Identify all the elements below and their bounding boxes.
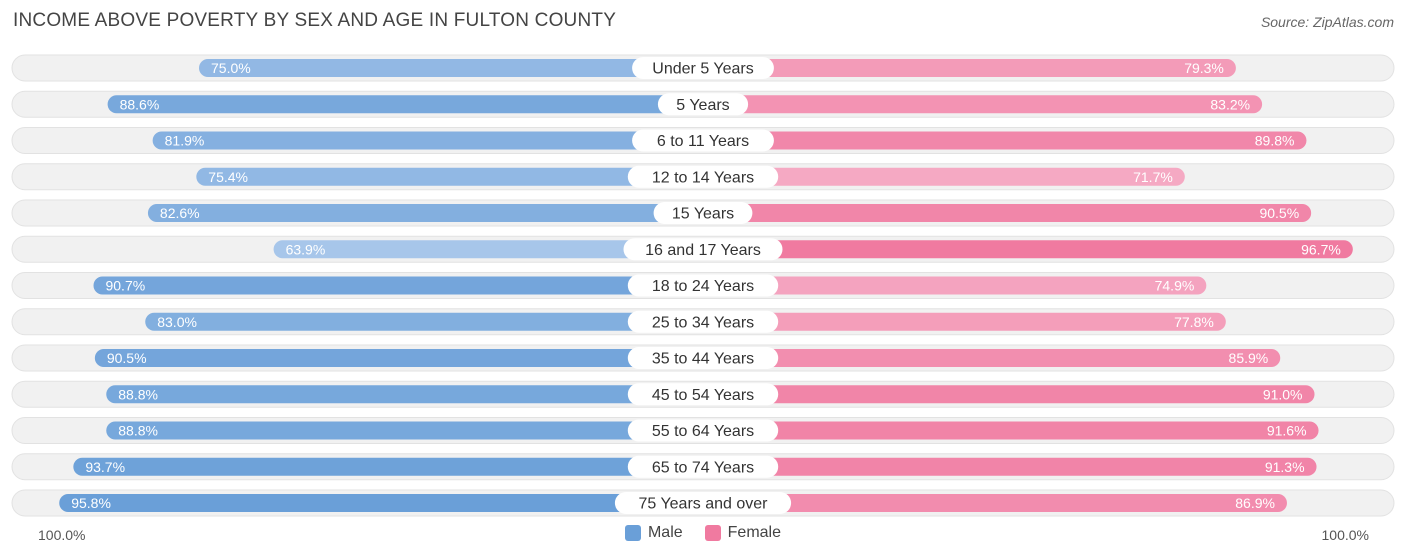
female-bar: [703, 240, 1353, 259]
category-label: 15 Years: [672, 206, 734, 223]
category-pill: [627, 347, 779, 369]
female-bar: [703, 421, 1319, 440]
male-bar: [152, 131, 703, 150]
category-pill: [627, 383, 779, 406]
category-pill: [632, 57, 774, 79]
category-label: 16 and 17 Years: [645, 242, 761, 259]
category-label: 45 to 54 Years: [652, 387, 754, 404]
male-value-label: 93.7%: [85, 459, 125, 475]
axis-left-label: 100.0%: [38, 527, 86, 543]
male-bar: [199, 59, 703, 77]
male-bar: [147, 204, 704, 222]
male-value-label: 90.5%: [107, 350, 147, 366]
category-pill: [614, 492, 792, 514]
chart-canvas: 75.0% 79.3% Under 5 Years 88.6% 83.2% 5 Years…: [11, 54, 1395, 517]
male-value-label: 90.7%: [105, 278, 145, 294]
male-value-label: 63.9%: [286, 241, 326, 257]
category-label: 18 to 24 Years: [652, 278, 754, 295]
male-value-label: 82.6%: [160, 205, 200, 221]
category-label: Under 5 Years: [652, 61, 753, 78]
category-pill: [627, 165, 779, 188]
axis-right-label: 100.0%: [1321, 527, 1369, 543]
female-bar: [703, 276, 1207, 295]
female-value-label: 85.9%: [1229, 350, 1269, 366]
category-label: 35 to 44 Years: [652, 351, 754, 368]
female-value-label: 91.0%: [1263, 386, 1303, 402]
category-pill: [623, 238, 783, 261]
male-value-label: 83.0%: [157, 314, 197, 330]
legend-item-male: Male: [624, 524, 683, 542]
female-bar: [703, 349, 1281, 367]
female-value-label: 91.3%: [1265, 459, 1305, 475]
female-bar: [703, 312, 1226, 331]
legend-label-male: Male: [647, 524, 683, 541]
female-bar: [703, 385, 1315, 404]
female-bar: [703, 167, 1185, 186]
male-bar: [59, 494, 703, 512]
female-bar: [703, 457, 1317, 476]
legend-swatch-male: [624, 525, 641, 541]
male-bar: [196, 167, 703, 186]
male-bar: [106, 385, 704, 404]
legend: Male Female: [0, 524, 1406, 542]
male-bar: [107, 95, 703, 114]
female-value-label: 77.8%: [1174, 314, 1214, 330]
male-bar: [73, 457, 703, 476]
category-pill: [627, 274, 779, 297]
category-label: 55 to 64 Years: [652, 423, 754, 440]
chart-title: INCOME ABOVE POVERTY BY SEX AND AGE IN F…: [13, 10, 617, 31]
female-value-label: 86.9%: [1235, 495, 1275, 511]
category-pill: [627, 455, 779, 478]
female-bar: [703, 204, 1312, 222]
female-value-label: 83.2%: [1210, 96, 1250, 112]
category-pill: [657, 93, 749, 116]
category-pill: [653, 202, 753, 224]
female-bar: [703, 59, 1236, 77]
female-bar: [703, 131, 1307, 150]
male-bar: [94, 349, 704, 367]
male-bar: [145, 312, 704, 331]
female-value-label: 74.9%: [1155, 278, 1195, 294]
male-value-label: 75.0%: [211, 60, 251, 76]
category-pill: [627, 419, 779, 442]
category-label: 25 to 34 Years: [652, 314, 754, 331]
female-bar: [703, 494, 1287, 512]
female-value-label: 89.8%: [1255, 133, 1295, 149]
male-bar: [273, 240, 703, 259]
male-value-label: 95.8%: [71, 495, 111, 511]
legend-swatch-female: [704, 525, 721, 541]
female-value-label: 71.7%: [1133, 169, 1173, 185]
female-bar: [703, 95, 1263, 114]
category-label: 6 to 11 Years: [657, 133, 749, 150]
male-value-label: 75.4%: [208, 169, 248, 185]
female-value-label: 79.3%: [1184, 60, 1224, 76]
female-value-label: 90.5%: [1259, 205, 1299, 221]
male-value-label: 81.9%: [165, 133, 205, 149]
category-label: 12 to 14 Years: [652, 169, 754, 186]
male-bar: [106, 421, 704, 440]
category-pill: [632, 129, 774, 152]
legend-item-female: Female: [704, 524, 782, 542]
source-label: Source: ZipAtlas.com: [1260, 14, 1394, 30]
male-value-label: 88.8%: [118, 423, 158, 439]
legend-label-female: Female: [727, 524, 782, 541]
female-value-label: 91.6%: [1267, 423, 1307, 439]
category-label: 65 to 74 Years: [652, 459, 754, 476]
category-label: 5 Years: [676, 97, 729, 114]
category-pill: [627, 310, 779, 333]
male-value-label: 88.6%: [120, 96, 160, 112]
female-value-label: 96.7%: [1301, 241, 1341, 257]
male-bar: [93, 276, 704, 295]
category-label: 75 Years and over: [639, 496, 769, 513]
male-value-label: 88.8%: [118, 386, 158, 402]
